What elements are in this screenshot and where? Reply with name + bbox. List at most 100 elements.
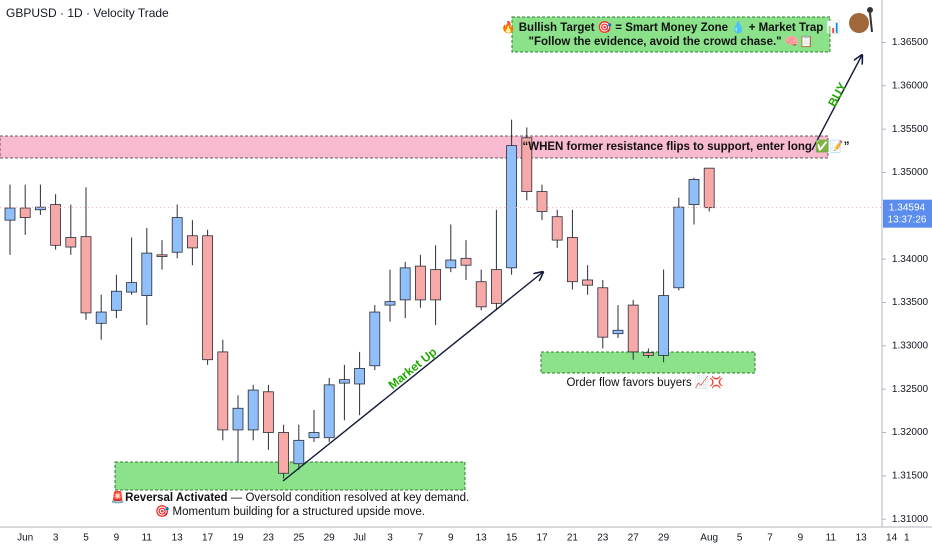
x-tick-label: 5 [83,533,89,544]
x-tick-label: 29 [324,533,336,544]
y-tick-label: 1.31500 [892,471,929,482]
trend-arrow [282,272,543,482]
x-tick-label: 9 [448,533,454,544]
y-tick-label: 1.32000 [892,427,929,438]
x-tick-label: 23 [263,533,275,544]
momentum-text: 🎯 Momentum building for a structured ups… [155,504,425,518]
x-tick-label: 17 [536,533,548,544]
candle-body [506,145,518,269]
y-tick-label: 1.35500 [892,124,929,135]
candle-body [551,216,563,241]
x-tick-label: 5 [737,533,743,544]
x-tick-label: 11 [826,533,837,544]
candle-body [141,252,153,296]
candle-body [521,137,533,192]
candle-body [262,391,274,433]
x-tick-label: 15 [506,533,518,544]
candle-body [627,304,639,353]
target-quote: "Follow the evidence, avoid the crowd ch… [529,34,814,48]
x-tick-label: 3 [387,533,393,544]
candle-body [308,432,320,439]
countdown-label: 13:37:26 [888,214,927,225]
x-tick-label: 3 [53,533,59,544]
last-price-label: 1.34594 [889,202,926,213]
candle-body [126,282,137,293]
candle-body [293,439,305,465]
y-tick-label: 1.33000 [892,340,929,351]
x-tick-label: Aug [700,533,718,544]
candle-body [490,269,502,304]
x-tick-label: 1 [904,533,910,544]
time-axis-bg [0,527,932,550]
candle-body [399,267,411,301]
candle-body [369,311,381,367]
candle-body [567,237,578,283]
price-axis-bg [882,0,932,550]
candle-body [658,295,669,356]
candle-body [4,207,16,221]
candle-body [384,301,396,306]
axes: 1.36500 1.36000 1.35500 1.35000 1.34000 1.335… [17,37,932,544]
x-tick-label: 9 [114,533,120,544]
buy-arrow [811,55,862,151]
candle-body [232,407,244,431]
y-tick-label: 1.32500 [892,384,929,395]
candle-body [354,367,366,385]
candle-body [171,217,183,253]
chart-title: GBPUSD · 1D · Velocity Trade [6,6,169,20]
candle-body [673,206,685,289]
zones [0,16,831,491]
resistance-text: “WHEN former resistance flips to support… [522,139,849,153]
y-tick-label: 1.36000 [892,80,929,91]
y-tick-label: 1.34000 [892,254,929,265]
candle-body [536,191,548,212]
x-tick-label: 17 [202,533,214,544]
y-tick-label: 1.31000 [892,514,929,525]
candle-body [217,351,229,431]
candle-body [202,235,214,361]
candle-body [703,167,715,209]
reversal-detail: — Oversold condition resolved at key dem… [228,492,470,504]
x-tick-label: 14 [886,533,898,544]
last-price-tag [883,199,932,228]
reversal-title: Reversal Activated [125,492,228,504]
candle-body [186,235,198,249]
candle-body [612,329,624,335]
candle-body [475,281,487,308]
x-tick-label: Jul [353,533,366,544]
x-tick-label: 9 [798,533,804,544]
candle-body [19,207,31,218]
candle-body [597,287,609,338]
candle-body [156,254,168,257]
candle-body [582,279,593,286]
candle-body [323,384,335,439]
candle-body [247,389,259,431]
x-tick-label: 23 [597,533,609,544]
candle-body [445,259,457,269]
candle-body [643,352,654,356]
target-text: 🔥 Bullish Target 🎯 = Smart Money Zone 💧 … [501,20,841,34]
x-tick-label: 11 [142,533,153,544]
x-tick-label: Jun [17,533,33,544]
candle-body [460,257,472,266]
candle-body [65,237,77,248]
candle-body [111,290,122,311]
candle-body [35,206,46,211]
y-tick-label: 1.36500 [892,37,929,48]
candle-body [95,311,107,324]
x-tick-label: 27 [628,533,640,544]
x-tick-label: 13 [172,533,184,544]
market-up-label: Market Up [386,345,440,392]
candles [0,119,882,479]
y-tick-label: 1.35000 [892,167,929,178]
x-tick-label: 7 [767,533,773,544]
candle-body [50,204,61,246]
x-tick-label: 13 [476,533,488,544]
candle-body [414,265,426,301]
order-flow-text: Order flow favors buyers 📈💢 [566,375,723,389]
x-tick-label: 7 [418,533,424,544]
candle-body [338,379,350,384]
x-tick-label: 19 [232,533,244,544]
candle-body [80,236,92,314]
